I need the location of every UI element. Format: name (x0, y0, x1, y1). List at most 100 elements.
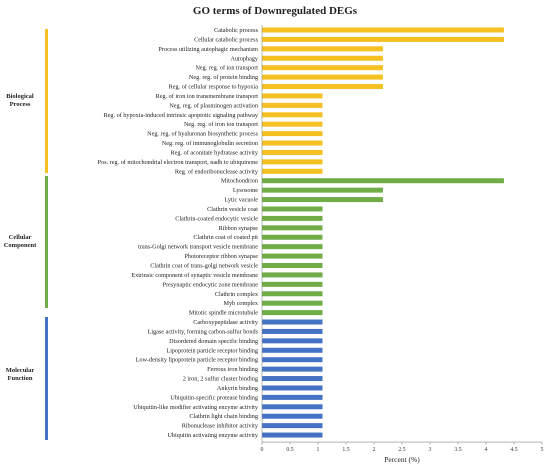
x-tick-label: 1 (317, 447, 320, 453)
x-tick-label: 3.5 (454, 447, 461, 453)
category-label: Ubiquitin activating enzyme activity (167, 432, 258, 439)
category-label: Neg. reg. of ion transport (195, 65, 258, 72)
bar (262, 263, 323, 268)
category-label: Clathrin coat of trans-golgi network ves… (150, 263, 258, 270)
category-label: Pos. reg. of mitochondrial electron tran… (98, 159, 259, 166)
bar (262, 319, 323, 325)
category-label: Ferrous iron binding (207, 366, 258, 373)
cellular-component-bracket (45, 176, 48, 308)
category-label: Ribonuclease inhibitor activity (182, 423, 259, 430)
x-tick-label: 2 (373, 447, 376, 453)
bar (262, 300, 323, 306)
bar (262, 74, 383, 80)
bar (262, 366, 323, 372)
bar (262, 206, 323, 212)
cellular-component-label: Cellular Component (0, 234, 48, 250)
bar (262, 328, 323, 334)
bar (262, 234, 323, 240)
category-label: Clathrin vesicle coat (207, 206, 258, 213)
bar (262, 338, 323, 344)
category-label: Mitochondrion (221, 178, 258, 185)
bar (262, 55, 383, 61)
bar (262, 112, 323, 118)
category-label: Disordered domain specific binding (169, 338, 258, 345)
category-label: trans-Golgi network transport vesicle me… (138, 244, 258, 251)
category-label: Reg. of iron ion transmembrane transport (156, 93, 259, 100)
bar (262, 46, 383, 52)
molecular-function-label-line2: Function (7, 375, 33, 382)
category-label: Process utilizing autophagic mechanism (159, 46, 259, 53)
bar (262, 215, 323, 221)
category-label: Ubiquitin-specific protease binding (170, 394, 258, 401)
category-label: Clathrin coat of coated pit (193, 234, 258, 241)
biological-process-label: Biological Process (0, 93, 48, 109)
category-label: Reg. of cellular response to hypoxia (169, 84, 259, 91)
bar (262, 65, 383, 71)
category-label: Lytic vacuole (224, 197, 258, 204)
bar (262, 244, 323, 250)
category-label: Catabolic process (214, 27, 258, 34)
bar (262, 347, 323, 353)
bar (262, 121, 323, 127)
bar (262, 432, 323, 438)
bar (262, 272, 323, 278)
category-label: Clathrin light chain binding (189, 413, 258, 420)
x-tick-label: 0 (261, 447, 264, 453)
x-tick-label: 4.5 (510, 447, 517, 453)
bar (262, 291, 323, 297)
x-tick-label: 5 (541, 447, 544, 453)
category-label: Lipoprotein particle receptor binding (166, 347, 258, 354)
category-label: Neg. reg. of iron ion transport (184, 121, 258, 128)
bar (262, 84, 383, 90)
bar (262, 36, 504, 42)
biological-process-label-line2: Process (9, 101, 31, 108)
bar (262, 187, 383, 193)
bar (262, 27, 504, 33)
x-tick-label: 1.5 (342, 447, 349, 453)
x-tick-label: 4 (485, 447, 488, 453)
bar (262, 159, 323, 165)
molecular-function-label-line1: Molecular (5, 367, 35, 374)
cellular-component-label-line2: Component (3, 242, 37, 249)
bar (262, 131, 323, 137)
category-label: Carboxypeptidase activity (193, 319, 259, 326)
category-label: Myb complex (223, 300, 258, 307)
category-label: Reg. of aconitate hydratase activity (171, 149, 259, 156)
category-label: Ribbon synapse (219, 225, 259, 232)
cellular-component-label-line1: Cellular (8, 234, 32, 241)
bar (262, 404, 323, 410)
bar (262, 140, 323, 146)
bar (262, 357, 323, 363)
bar (262, 168, 323, 174)
category-label: Photoreceptor ribbon synapse (184, 253, 258, 260)
molecular-function-label: Molecular Function (0, 367, 48, 383)
x-axis-label: Percent (%) (384, 455, 420, 464)
category-label: Clathrin-coated endocytic vesicle (175, 215, 258, 222)
bar (262, 197, 383, 203)
category-label: Lysosome (233, 187, 258, 194)
category-label: Extrinsic component of synaptic vesicle … (131, 272, 258, 279)
bar (262, 423, 323, 429)
bar (262, 93, 323, 99)
category-label: Neg. reg. of immunoglobulin secretion (162, 140, 258, 147)
bar (262, 281, 323, 287)
bar (262, 413, 323, 419)
bar (262, 178, 504, 184)
molecular-function-bracket (45, 317, 48, 440)
chart-title: GO terms of Downregulated DEGs (192, 5, 358, 17)
bar (262, 102, 323, 108)
category-label: Neg. reg. of hyaluronan biosynthetic pro… (147, 131, 258, 138)
category-label: Ankyrin binding (217, 385, 258, 392)
category-label: Mitotic spindle microtubule (189, 310, 258, 317)
category-label: Ubiquitin-like modifier activating enzym… (133, 404, 259, 411)
category-label: Autophagy (231, 55, 259, 62)
category-label: Neg. reg. of protein binding (189, 74, 258, 81)
category-label: Low-density lipoprotein particle recepto… (136, 357, 258, 364)
biological-process-label-line1: Biological (6, 93, 34, 100)
category-label: Cellular catabolic process (194, 36, 259, 43)
category-label: Reg. of endoribonuclease activity (175, 168, 259, 175)
category-label: Ligase activity, forming carbon-sulfur b… (148, 328, 259, 335)
x-tick-label: 2.5 (398, 447, 405, 453)
x-tick-label: 3 (429, 447, 432, 453)
